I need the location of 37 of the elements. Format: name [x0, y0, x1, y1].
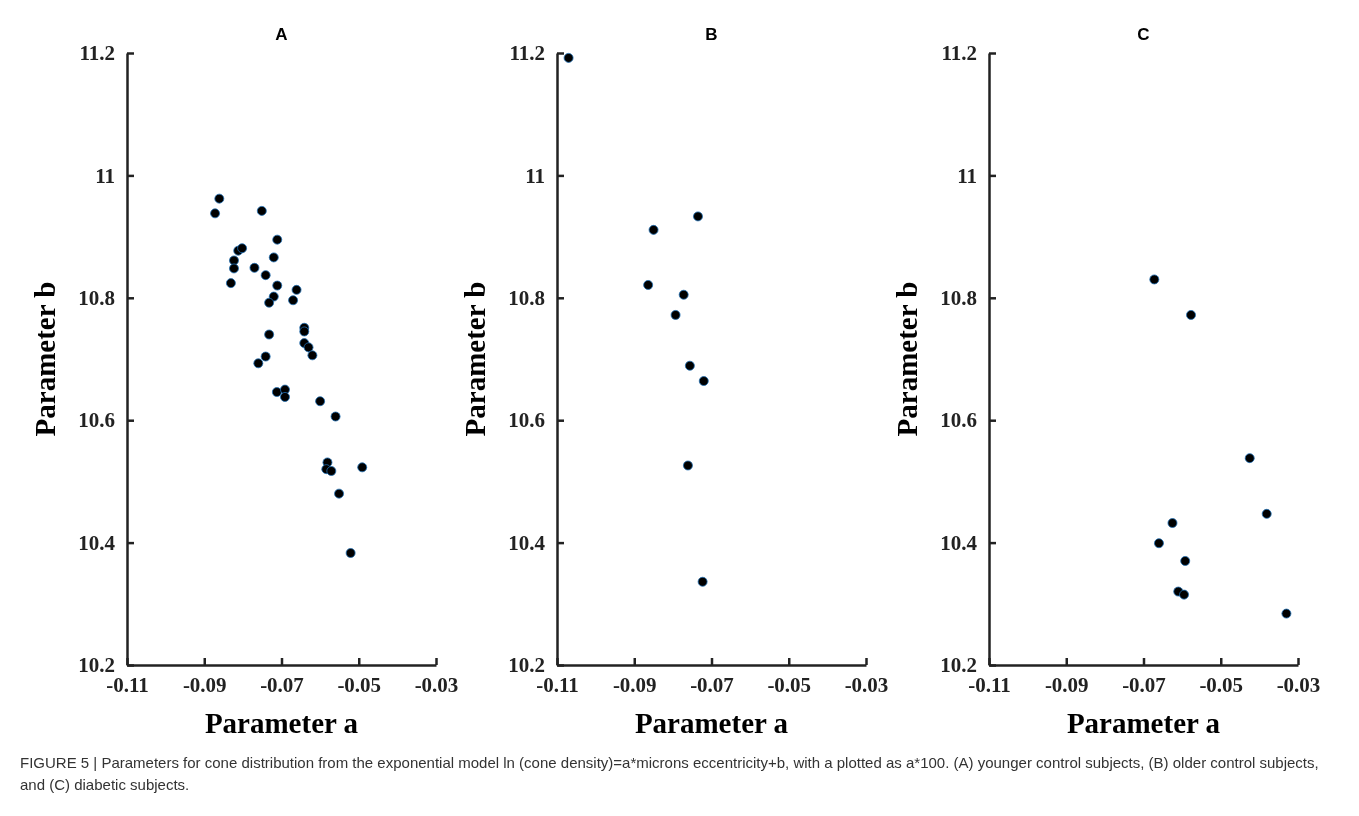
y-tick-label: 10.6	[508, 408, 545, 433]
y-tick-label: 10.6	[78, 408, 115, 433]
chart-title: C	[1137, 25, 1150, 44]
x-tick-label: -0.05	[1199, 672, 1244, 697]
y-tick-label: 10.4	[508, 530, 546, 555]
y-tick-label: 11	[95, 163, 115, 188]
y-tick-label: 10.8	[940, 286, 977, 311]
y-axis-title: Parameter b	[459, 281, 491, 437]
y-tick-label: 10.8	[508, 286, 545, 311]
x-tick-label: -0.07	[690, 672, 734, 697]
x-tick-label: -0.09	[1044, 672, 1089, 697]
x-tick-label: -0.07	[260, 672, 304, 697]
x-axis-title: Parameter a	[634, 707, 789, 739]
chart-title: A	[275, 25, 288, 44]
x-tick-label: -0.03	[414, 672, 459, 697]
y-tick-label: 10.8	[78, 286, 115, 311]
x-axis-title: Parameter a	[1066, 707, 1221, 739]
y-tick-label: 11.2	[941, 41, 977, 66]
chart-title: B	[705, 25, 718, 44]
y-tick-label: 11	[525, 163, 545, 188]
x-tick-label: -0.09	[182, 672, 227, 697]
y-axis-title: Parameter b	[29, 281, 61, 437]
x-tick-label: -0.05	[767, 672, 812, 697]
y-tick-label: 10.6	[940, 408, 977, 433]
x-axis-title: Parameter a	[204, 707, 359, 739]
caption: FIGURE 5 | Parameters for cone distribution from the exponential model ln (cone density)=a*microns eccentricity+b, with a plotted as a*100. (A) younger control subjects, (B) older control subjects, and (C) diabetic subjects.	[20, 753, 1320, 795]
y-axis-title: Parameter b	[891, 281, 923, 437]
y-tick-label: 11	[957, 163, 977, 188]
x-tick-label: -0.05	[337, 672, 382, 697]
x-tick-label: -0.03	[844, 672, 889, 697]
x-tick-label: -0.09	[612, 672, 657, 697]
y-tick-label: 10.4	[940, 530, 978, 555]
y-tick-label: 11.2	[509, 41, 545, 66]
y-tick-label: 11.2	[79, 41, 115, 66]
x-tick-label: -0.07	[1122, 672, 1166, 697]
x-tick-label: -0.03	[1276, 672, 1321, 697]
y-tick-label: 10.4	[78, 530, 116, 555]
